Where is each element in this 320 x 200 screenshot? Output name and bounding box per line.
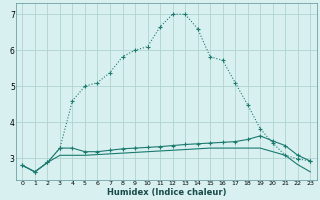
X-axis label: Humidex (Indice chaleur): Humidex (Indice chaleur) [107,188,226,197]
